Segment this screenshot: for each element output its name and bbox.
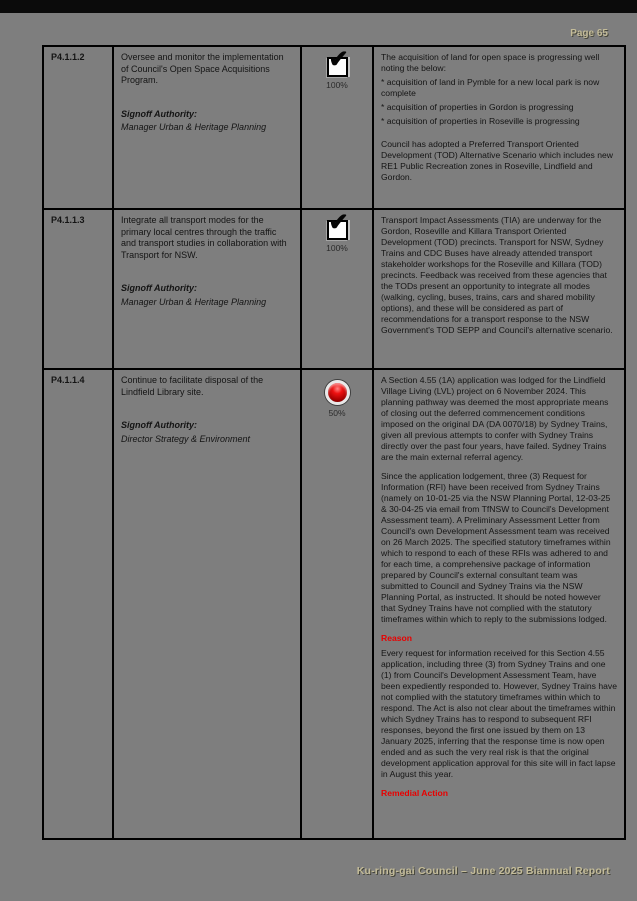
task-code: P4.1.1.4 <box>42 368 114 840</box>
comments-cell: Transport Impact Assessments (TIA) are u… <box>372 208 626 370</box>
status-cell: 100% <box>300 45 374 210</box>
red-traffic-light-icon <box>324 380 350 405</box>
comments-cell: The acquisition of land for open space i… <box>372 45 626 210</box>
progress-table: P4.1.1.2 Oversee and monitor the impleme… <box>42 45 626 840</box>
remedial-action-heading: Remedial Action <box>381 788 449 798</box>
task-description-cell: Continue to facilitate disposal of the L… <box>112 368 302 840</box>
footer-text: Ku-ring-gai Council – June 2025 Biannual… <box>356 865 610 877</box>
checkbox-checked-icon <box>326 48 349 77</box>
progress-percent: 100% <box>326 80 348 90</box>
signoff-authority-value: Director Strategy & Environment <box>121 433 251 444</box>
reason-heading: Reason <box>381 633 413 643</box>
task-description-cell: Integrate all transport modes for the pr… <box>112 208 302 370</box>
status-cell: 100% <box>300 208 374 370</box>
comment-paragraph: Every request for information received f… <box>381 648 618 779</box>
table-row: P4.1.1.4 Continue to facilitate disposal… <box>42 368 626 840</box>
progress-percent: 50% <box>328 408 346 418</box>
comment-bullet: * acquisition of properties in Gordon is… <box>381 102 574 112</box>
comment-bullet: * acquisition of land in Pymble for a ne… <box>381 77 600 98</box>
comment-paragraph: A Section 4.55 (1A) application was lodg… <box>381 375 609 462</box>
progress-percent: 100% <box>326 243 348 253</box>
table-row: P4.1.1.3 Integrate all transport modes f… <box>42 208 626 370</box>
checkbox-checked-icon <box>326 211 349 240</box>
task-code: P4.1.1.2 <box>42 45 114 210</box>
comment-paragraph: Council has adopted a Preferred Transpor… <box>381 139 613 182</box>
table-row: P4.1.1.2 Oversee and monitor the impleme… <box>42 45 626 210</box>
signoff-authority-label: Signoff Authority: <box>121 283 197 293</box>
page-number: Page 65 <box>570 28 608 39</box>
task-description: Integrate all transport modes for the pr… <box>121 215 287 260</box>
signoff-authority-label: Signoff Authority: <box>121 420 197 430</box>
task-description: Oversee and monitor the implementation o… <box>121 52 284 85</box>
page-top-band <box>0 0 637 13</box>
task-description: Continue to facilitate disposal of the L… <box>121 375 264 397</box>
comments-cell: A Section 4.55 (1A) application was lodg… <box>372 368 626 840</box>
signoff-authority-label: Signoff Authority: <box>121 108 197 119</box>
comment-paragraph: Since the application lodgement, three (… <box>381 471 611 624</box>
status-cell: 50% <box>300 368 374 840</box>
comment-paragraph: The acquisition of land for open space i… <box>381 52 600 73</box>
comment-paragraph: Transport Impact Assessments (TIA) are u… <box>381 215 613 335</box>
task-code: P4.1.1.3 <box>42 208 114 370</box>
comment-bullet: * acquisition of properties in Roseville… <box>381 116 580 126</box>
task-description-cell: Oversee and monitor the implementation o… <box>112 45 302 210</box>
signoff-authority-value: Manager Urban & Heritage Planning <box>121 296 267 307</box>
signoff-authority-value: Manager Urban & Heritage Planning <box>121 122 267 132</box>
